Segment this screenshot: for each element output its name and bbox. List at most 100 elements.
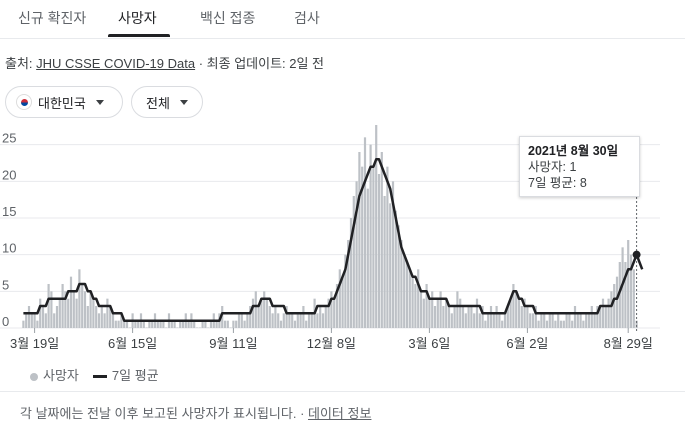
death-bar [30,313,33,328]
death-bar [55,306,59,328]
death-bar [579,313,582,328]
death-bar [405,262,409,328]
death-bar [111,313,115,328]
tab-deaths[interactable]: 사망자 [118,10,157,26]
death-bar [383,196,386,328]
region-label: 대한민국 [38,95,86,111]
death-bar [445,298,448,328]
death-bar [293,320,297,328]
tooltip-deaths: 사망자: 1 [528,160,577,174]
death-bar [187,320,190,328]
death-bar [92,298,95,328]
death-bar [428,298,431,328]
death-bar [629,254,633,328]
death-bar [540,313,543,328]
death-bar [389,203,392,328]
death-bar [372,166,375,328]
death-bar [204,320,207,328]
death-bar [613,284,616,328]
korea-flag-icon [16,94,32,110]
death-bar [344,254,347,328]
death-bar [277,313,280,328]
death-bar [137,320,140,328]
death-bar [251,298,255,328]
death-bar [400,240,403,328]
death-bar [467,306,470,328]
death-bar [436,298,439,328]
death-bar [599,306,602,328]
death-bar [235,320,238,328]
death-bar [274,306,277,328]
death-bar [543,313,546,328]
death-bar [58,298,61,328]
death-bar [333,298,336,328]
y-tick-label: 0 [2,314,9,329]
death-bar [181,320,185,328]
chart-tooltip: 2021년 8월 30일 사망자: 1 7일 평균: 8 [519,136,640,197]
death-bar [249,306,252,328]
death-bar [310,313,313,328]
death-bar [50,291,53,328]
death-bar [433,306,437,328]
death-bar [349,218,353,328]
hover-point [632,250,641,259]
legend-line-icon [92,375,107,379]
death-bar [263,291,266,328]
death-bar [123,320,126,328]
death-bar [41,306,45,328]
death-bar [260,298,263,328]
death-bar [601,298,605,328]
source-link[interactable]: JHU CSSE COVID-19 Data [36,56,196,71]
death-bar [95,306,98,328]
death-bar [240,313,243,328]
x-tick-label: 9월 11일 [209,336,257,351]
death-bar [128,327,131,328]
x-tick-label: 6월 15일 [108,336,157,351]
death-bar [417,269,420,328]
deaths-chart[interactable]: 0 5 10 15 20 25 3월 19일 6월 15일 9월 11일 12월 8일 3월 6일… [0,125,685,355]
death-bar [83,291,87,328]
death-bar [523,298,526,328]
death-bar [97,313,101,328]
death-bar [489,306,493,328]
death-bar [478,313,481,328]
tab-new-cases[interactable]: 신규 확진자 [18,10,87,26]
tab-bar: 신규 확진자 사망자 백신 접종 검사 [0,0,685,39]
death-bar [442,306,445,328]
death-bar [559,320,563,328]
death-bar [338,269,341,328]
death-bar [576,313,579,328]
death-bar [464,313,467,328]
tab-tests[interactable]: 검사 [294,10,320,26]
death-bar [170,320,173,328]
data-info-link[interactable]: 데이터 정보 [308,406,372,421]
death-bar [534,306,537,328]
death-bar [419,291,423,328]
y-tick-label: 20 [2,167,16,182]
death-bar [271,313,274,328]
death-bar [526,306,529,328]
death-bar [501,320,504,328]
death-bar [615,276,619,328]
region-dropdown[interactable]: 대한민국 [5,86,123,118]
death-bar [492,313,495,328]
death-bar [302,306,305,328]
death-bar [361,166,364,328]
death-bar [209,320,213,328]
death-bar [195,327,199,328]
death-bar [72,291,75,328]
death-bar [36,320,39,328]
range-dropdown[interactable]: 전체 [131,86,203,118]
tab-vaccinations[interactable]: 백신 접종 [200,10,256,26]
death-bar [529,313,532,328]
death-bar [69,276,73,328]
death-bar [481,306,484,328]
x-tick-label: 3월 19일 [10,336,59,351]
chevron-down-icon [95,99,104,105]
footer-text: 각 날짜에는 전날 이후 보고된 사망자가 표시됩니다. [20,406,297,421]
death-bar [246,313,249,328]
death-bar [207,327,210,328]
death-bar [114,320,117,328]
death-bar [425,284,428,328]
tooltip-date: 2021년 8월 30일 [528,144,619,158]
